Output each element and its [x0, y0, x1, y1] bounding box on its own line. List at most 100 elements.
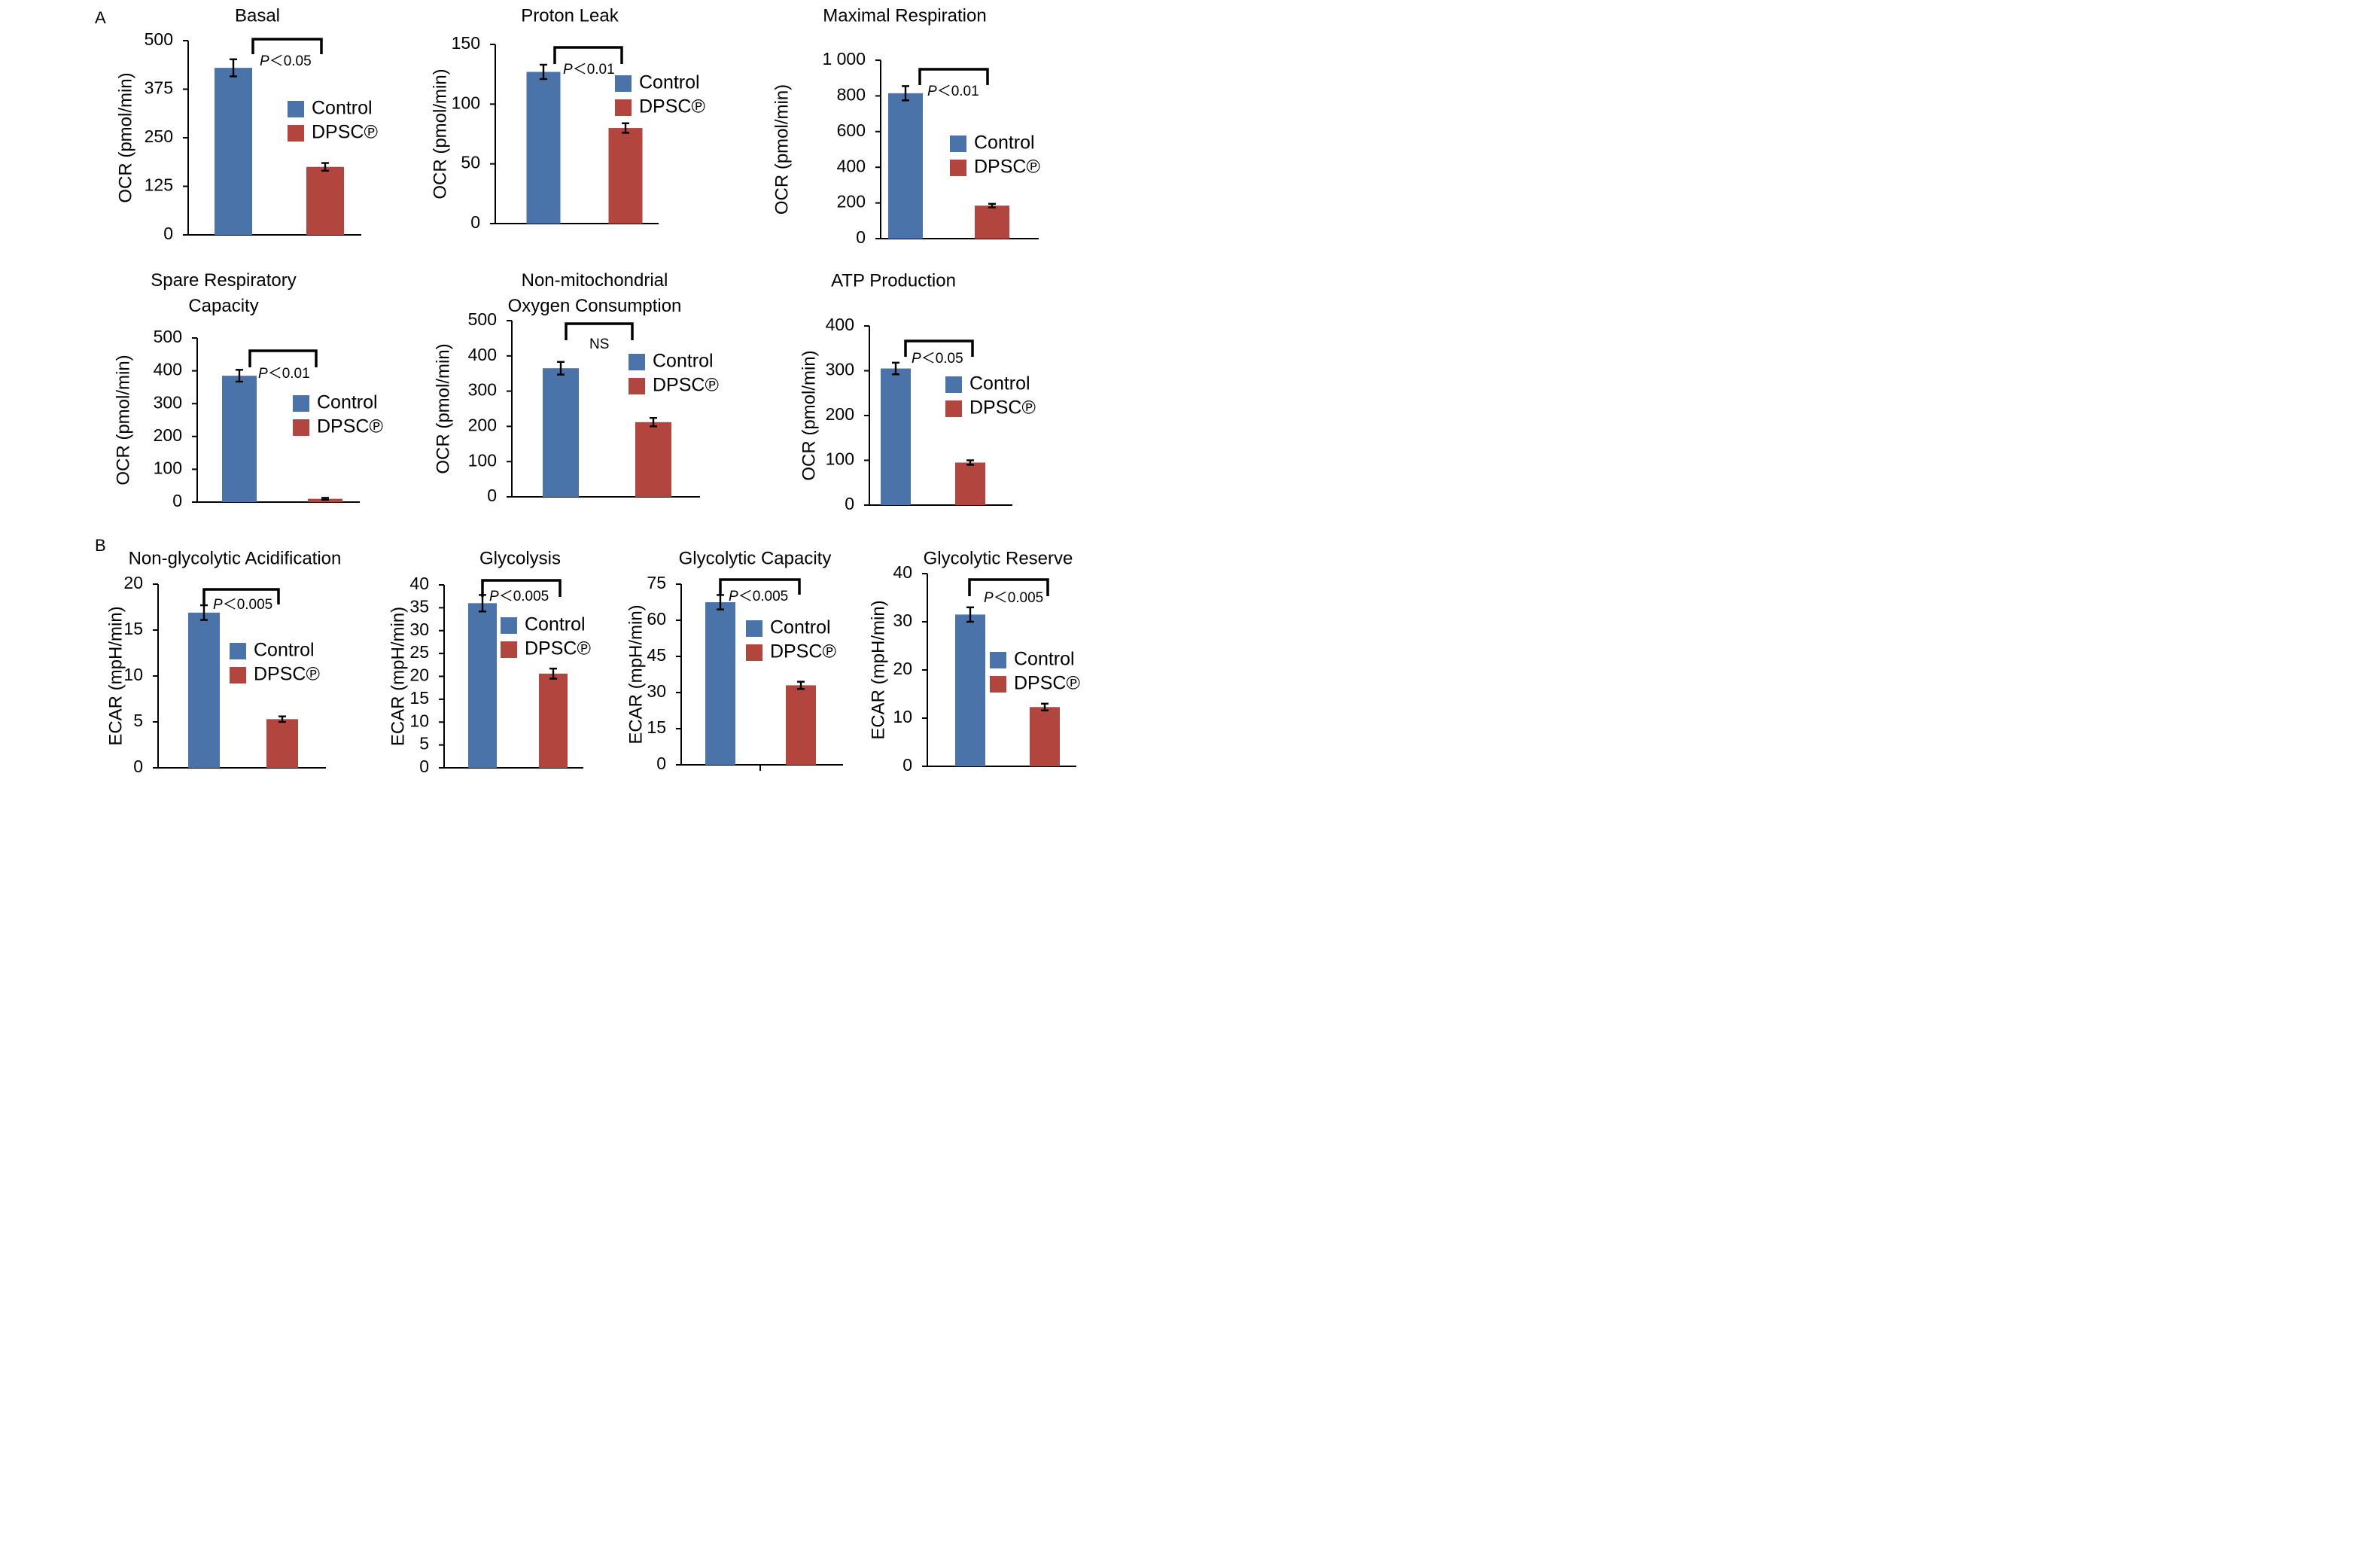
bar-dpsc — [266, 719, 298, 768]
legend-label: DPSC℗ — [770, 641, 836, 662]
y-tick-label: 0 — [470, 212, 480, 232]
y-axis-label: ECAR (mpH/min) — [105, 606, 126, 745]
legend-swatch — [230, 643, 246, 659]
y-tick-label: 15 — [409, 688, 429, 708]
bar-dpsc — [975, 206, 1009, 239]
significance-label: P＜0.005 — [729, 589, 788, 604]
significance-label: P＜0.01 — [563, 62, 615, 78]
significance-value: ＜0.05 — [921, 351, 963, 367]
significance-p: P — [489, 589, 499, 604]
y-tick-label: 200 — [837, 192, 866, 212]
significance-p: P — [563, 62, 573, 78]
y-tick-label: 15 — [647, 717, 666, 737]
legend-label: DPSC℗ — [653, 375, 719, 396]
significance-p: P — [984, 590, 994, 606]
bar-dpsc — [306, 166, 344, 235]
legend-swatch — [293, 395, 309, 412]
significance-value: ＜0.01 — [937, 84, 979, 99]
y-tick-label: 150 — [452, 33, 480, 53]
y-tick-label: 10 — [893, 707, 912, 726]
bar-control — [222, 376, 257, 502]
significance-bracket — [719, 578, 801, 595]
y-tick-label: 300 — [154, 392, 182, 412]
bar-control — [955, 614, 985, 766]
legend-label: Control — [525, 614, 586, 635]
y-tick-label: 40 — [893, 562, 912, 582]
y-tick-label: 0 — [163, 224, 173, 243]
y-tick-label: 25 — [409, 642, 429, 662]
y-tick-label: 15 — [123, 619, 143, 638]
y-tick-label: 20 — [123, 573, 143, 592]
chart-title: Basal — [235, 5, 280, 26]
significance-label: P＜0.005 — [489, 589, 549, 604]
chart-title: ATP Production — [831, 270, 956, 291]
y-tick-label: 40 — [409, 574, 429, 593]
y-tick-label: 500 — [145, 29, 173, 49]
significance-bracket — [251, 38, 323, 54]
bar-control — [888, 93, 923, 239]
significance-label: P＜0.05 — [260, 53, 312, 69]
y-tick-label: 500 — [468, 309, 497, 329]
y-tick-label: 30 — [409, 620, 429, 639]
chart-title-line: Oxygen Consumption — [508, 296, 682, 316]
legend-label: Control — [1014, 649, 1075, 670]
y-tick-label: 5 — [419, 734, 429, 754]
legend-swatch — [615, 99, 632, 116]
chart-title: Glycolytic Reserve — [924, 548, 1073, 568]
y-axis-label: ECAR (mpH/min) — [625, 604, 646, 744]
bar-control — [543, 368, 579, 497]
legend-swatch — [230, 667, 246, 684]
legend-swatch — [615, 75, 632, 92]
bar-dpsc — [539, 673, 568, 768]
significance-value: ＜0.005 — [499, 589, 549, 604]
y-tick-label: 0 — [656, 754, 666, 773]
legend-swatch — [629, 354, 645, 370]
chart-panel: Maximal Respiration OCR (pmol/min) 0 200 400… — [772, 5, 1040, 247]
legend-label: Control — [969, 373, 1030, 394]
legend-swatch — [629, 378, 645, 394]
chart-title: Non-glycolytic Acidification — [129, 548, 342, 568]
y-axis-label: OCR (pmol/min) — [772, 84, 792, 215]
y-tick-label: 60 — [647, 609, 666, 629]
y-tick-label: 1 000 — [822, 49, 866, 69]
y-tick-label: 200 — [468, 415, 497, 434]
significance-p: P — [213, 597, 223, 613]
legend-label: Control — [312, 98, 373, 119]
chart-panel: Glycolysis ECAR (mpH/min) 0 5 10 15 20 25 30 35 40… — [388, 548, 591, 776]
bar-control — [526, 72, 561, 224]
y-axis-label: OCR (pmol/min) — [113, 355, 133, 485]
bar-control — [881, 368, 911, 505]
significance-label: P＜0.005 — [213, 597, 272, 613]
chart-title: Maximal Respiration — [823, 5, 986, 26]
legend-label: DPSC℗ — [1014, 673, 1080, 694]
chart-panel: Spare Respiratory Capacity OCR (pmol/min) 0… — [113, 270, 383, 510]
chart-panel: Non-glycolytic Acidification ECAR (mpH/mi… — [105, 548, 341, 776]
significance-p: P — [927, 84, 937, 99]
bar-dpsc — [955, 462, 985, 505]
y-axis-label: OCR (pmol/min) — [433, 343, 453, 473]
y-tick-label: 375 — [145, 78, 173, 98]
chart-title-line: Spare Respiratory — [151, 270, 296, 291]
significance-value: ＜0.01 — [573, 62, 615, 78]
panel-label-b: B — [95, 536, 106, 555]
significance-value: ＜0.05 — [269, 53, 312, 69]
bar-control — [468, 603, 497, 768]
y-tick-label: 10 — [123, 665, 143, 684]
y-tick-label: 600 — [837, 120, 866, 140]
significance-value: ＜0.01 — [268, 366, 310, 382]
legend-label: DPSC℗ — [974, 157, 1040, 178]
legend-label: Control — [653, 351, 714, 372]
bar-control — [215, 68, 252, 236]
legend-swatch — [945, 400, 962, 417]
significance-bracket — [565, 322, 634, 340]
chart-panel: ATP Production OCR (pmol/min) 0 100 200 300 40… — [799, 270, 1036, 513]
y-tick-label: 100 — [452, 93, 480, 112]
legend-label: DPSC℗ — [639, 96, 705, 117]
significance-value: ＜0.005 — [738, 589, 789, 604]
significance-p: P — [912, 351, 921, 367]
y-tick-label: 0 — [487, 486, 497, 505]
y-tick-label: 400 — [154, 360, 182, 379]
significance-p: P — [258, 366, 268, 382]
bar-dpsc — [635, 422, 671, 497]
